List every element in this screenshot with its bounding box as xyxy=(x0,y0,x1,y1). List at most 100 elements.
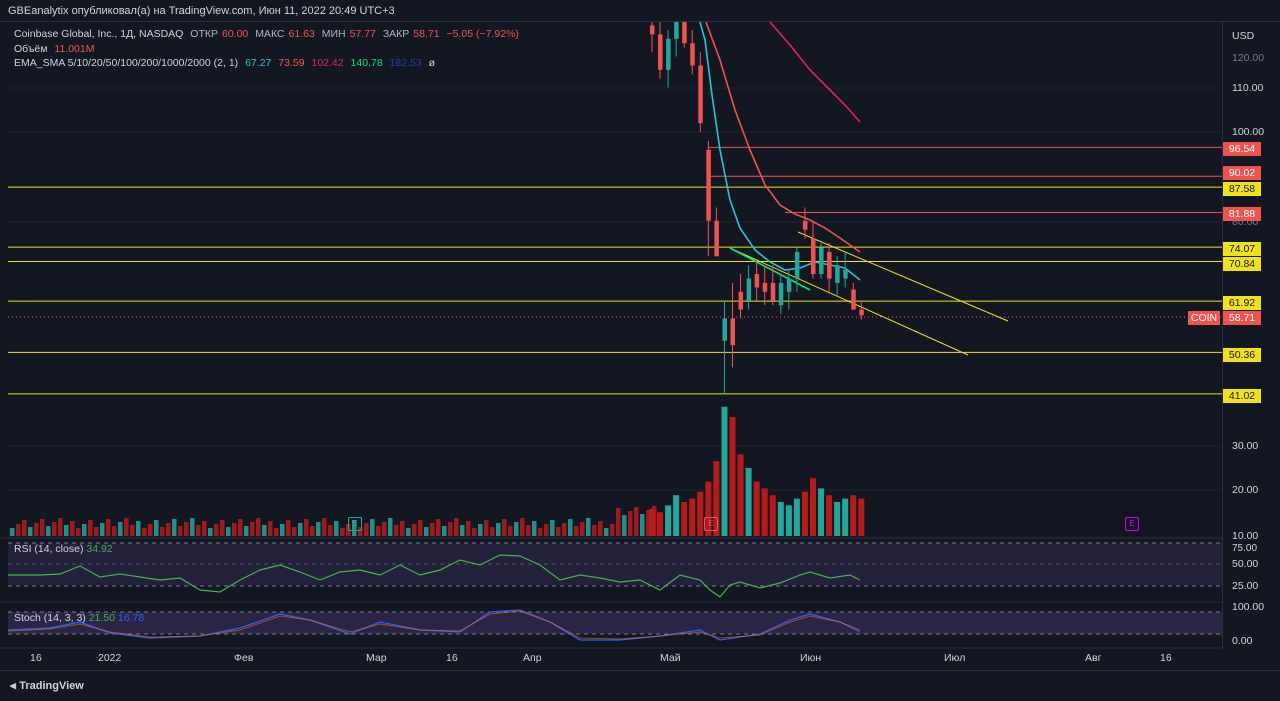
volume-tick: 10.00 xyxy=(1232,530,1259,542)
history-volume-bar xyxy=(244,526,249,536)
volume-bar[interactable] xyxy=(850,495,857,536)
price-tick: 100.00 xyxy=(1232,126,1265,138)
volume-bar[interactable] xyxy=(673,495,680,536)
volume-bar[interactable] xyxy=(818,488,825,536)
history-volume-bar xyxy=(406,528,411,536)
candle[interactable] xyxy=(770,282,776,301)
earnings-marker[interactable]: E xyxy=(1125,517,1139,531)
low-label: МИН xyxy=(321,28,346,40)
history-volume-bar xyxy=(46,526,51,536)
candles[interactable] xyxy=(650,22,864,394)
history-volume-bar xyxy=(172,519,177,536)
volume-bar[interactable] xyxy=(858,498,865,536)
candle[interactable] xyxy=(851,289,856,310)
history-volume-bar xyxy=(274,528,279,536)
candle[interactable] xyxy=(859,309,864,316)
volume-bar[interactable] xyxy=(785,505,792,536)
candle[interactable] xyxy=(674,22,679,39)
time-tick: Фев xyxy=(234,652,254,664)
candle[interactable] xyxy=(802,220,808,230)
candle[interactable] xyxy=(843,269,848,279)
volume-bar[interactable] xyxy=(769,495,776,536)
volume-bar[interactable] xyxy=(793,498,800,536)
stoch-label[interactable]: Stoch (14, 3, 3) xyxy=(14,612,86,624)
candle[interactable] xyxy=(730,318,736,346)
candle[interactable] xyxy=(819,247,824,275)
rsi-title: RSI (14, close) 34.92 xyxy=(14,543,113,555)
candle[interactable] xyxy=(827,251,832,279)
candle[interactable] xyxy=(666,38,671,70)
volume-bar[interactable] xyxy=(657,512,664,536)
symbol-name[interactable]: Coinbase Global, Inc., 1Д, NASDAQ xyxy=(14,28,184,40)
volume-label[interactable]: Объём xyxy=(14,42,48,55)
volume-bar[interactable] xyxy=(721,406,728,536)
history-volume-bar xyxy=(490,527,495,536)
history-volume-bar xyxy=(322,518,327,536)
stoch-d-value: 16.78 xyxy=(117,612,145,624)
volume-bar[interactable] xyxy=(665,505,672,536)
volume-bar[interactable] xyxy=(777,502,784,536)
volume-bar[interactable] xyxy=(810,478,816,536)
history-volume-bar xyxy=(16,524,21,536)
history-volume-bar xyxy=(466,521,471,536)
volume-row: Объём 11.001M xyxy=(14,42,523,57)
candle[interactable] xyxy=(811,238,816,275)
volume-bar[interactable] xyxy=(697,491,704,536)
ema-slow-line xyxy=(769,21,861,123)
history-volume-bar xyxy=(64,525,69,536)
volume-bars[interactable] xyxy=(649,406,865,536)
stoch-tick: 100.00 xyxy=(1232,601,1265,613)
candle[interactable] xyxy=(786,278,792,292)
volume-value: 11.001M xyxy=(54,42,95,55)
history-volume-bar xyxy=(136,521,141,536)
rsi-label[interactable]: RSI (14, close) xyxy=(14,543,84,555)
candle[interactable] xyxy=(706,149,711,221)
level-lines[interactable] xyxy=(8,146,1222,395)
candle[interactable] xyxy=(754,274,760,288)
candle[interactable] xyxy=(794,251,800,279)
volume-bar[interactable] xyxy=(689,498,696,536)
candle[interactable] xyxy=(650,25,655,35)
volume-bar[interactable] xyxy=(681,502,688,536)
volume-bar[interactable] xyxy=(826,495,833,536)
candle[interactable] xyxy=(778,282,784,306)
volume-bar[interactable] xyxy=(801,491,808,536)
volume-bar[interactable] xyxy=(713,461,720,536)
candle[interactable] xyxy=(835,265,840,283)
volume-bar[interactable] xyxy=(745,468,752,536)
volume-bar[interactable] xyxy=(761,488,768,536)
candle[interactable] xyxy=(658,34,663,70)
volume-bar[interactable] xyxy=(705,481,712,536)
earnings-marker[interactable]: E xyxy=(348,517,362,531)
candle[interactable] xyxy=(682,22,687,44)
history-volume-bar xyxy=(34,523,39,536)
candle[interactable] xyxy=(690,43,695,66)
candle[interactable] xyxy=(698,65,703,124)
history-volume-bar xyxy=(298,523,303,536)
candle[interactable] xyxy=(762,282,768,292)
candle[interactable] xyxy=(746,278,752,301)
trendline-lower[interactable] xyxy=(729,247,969,356)
volume-bar[interactable] xyxy=(834,502,841,536)
tv-brand: TradingView xyxy=(19,680,84,692)
candle[interactable] xyxy=(722,318,727,341)
volume-bar[interactable] xyxy=(737,454,744,536)
price-axis[interactable] xyxy=(1222,22,1280,650)
trendline-upper[interactable] xyxy=(797,231,1009,322)
history-volume-bar xyxy=(376,526,381,536)
price-tick: 110.00 xyxy=(1232,82,1264,94)
volume-bar[interactable] xyxy=(753,481,760,536)
history-volume-bar xyxy=(202,521,207,536)
level-tag: 70.84 xyxy=(1223,257,1261,271)
earnings-marker[interactable]: E xyxy=(704,517,718,531)
volume-bar[interactable] xyxy=(729,417,736,536)
history-volume-bar xyxy=(652,506,657,536)
candle[interactable] xyxy=(714,220,719,257)
volume-bar[interactable] xyxy=(842,498,849,536)
ema-label[interactable]: EMA_SMA 5/10/20/50/100/200/1000/2000 (2,… xyxy=(14,57,239,69)
tradingview-logo[interactable]: ⫷ TradingView xyxy=(10,671,84,701)
rsi-band xyxy=(8,543,1222,586)
time-tick: Май xyxy=(660,652,681,664)
candle[interactable] xyxy=(738,291,744,310)
